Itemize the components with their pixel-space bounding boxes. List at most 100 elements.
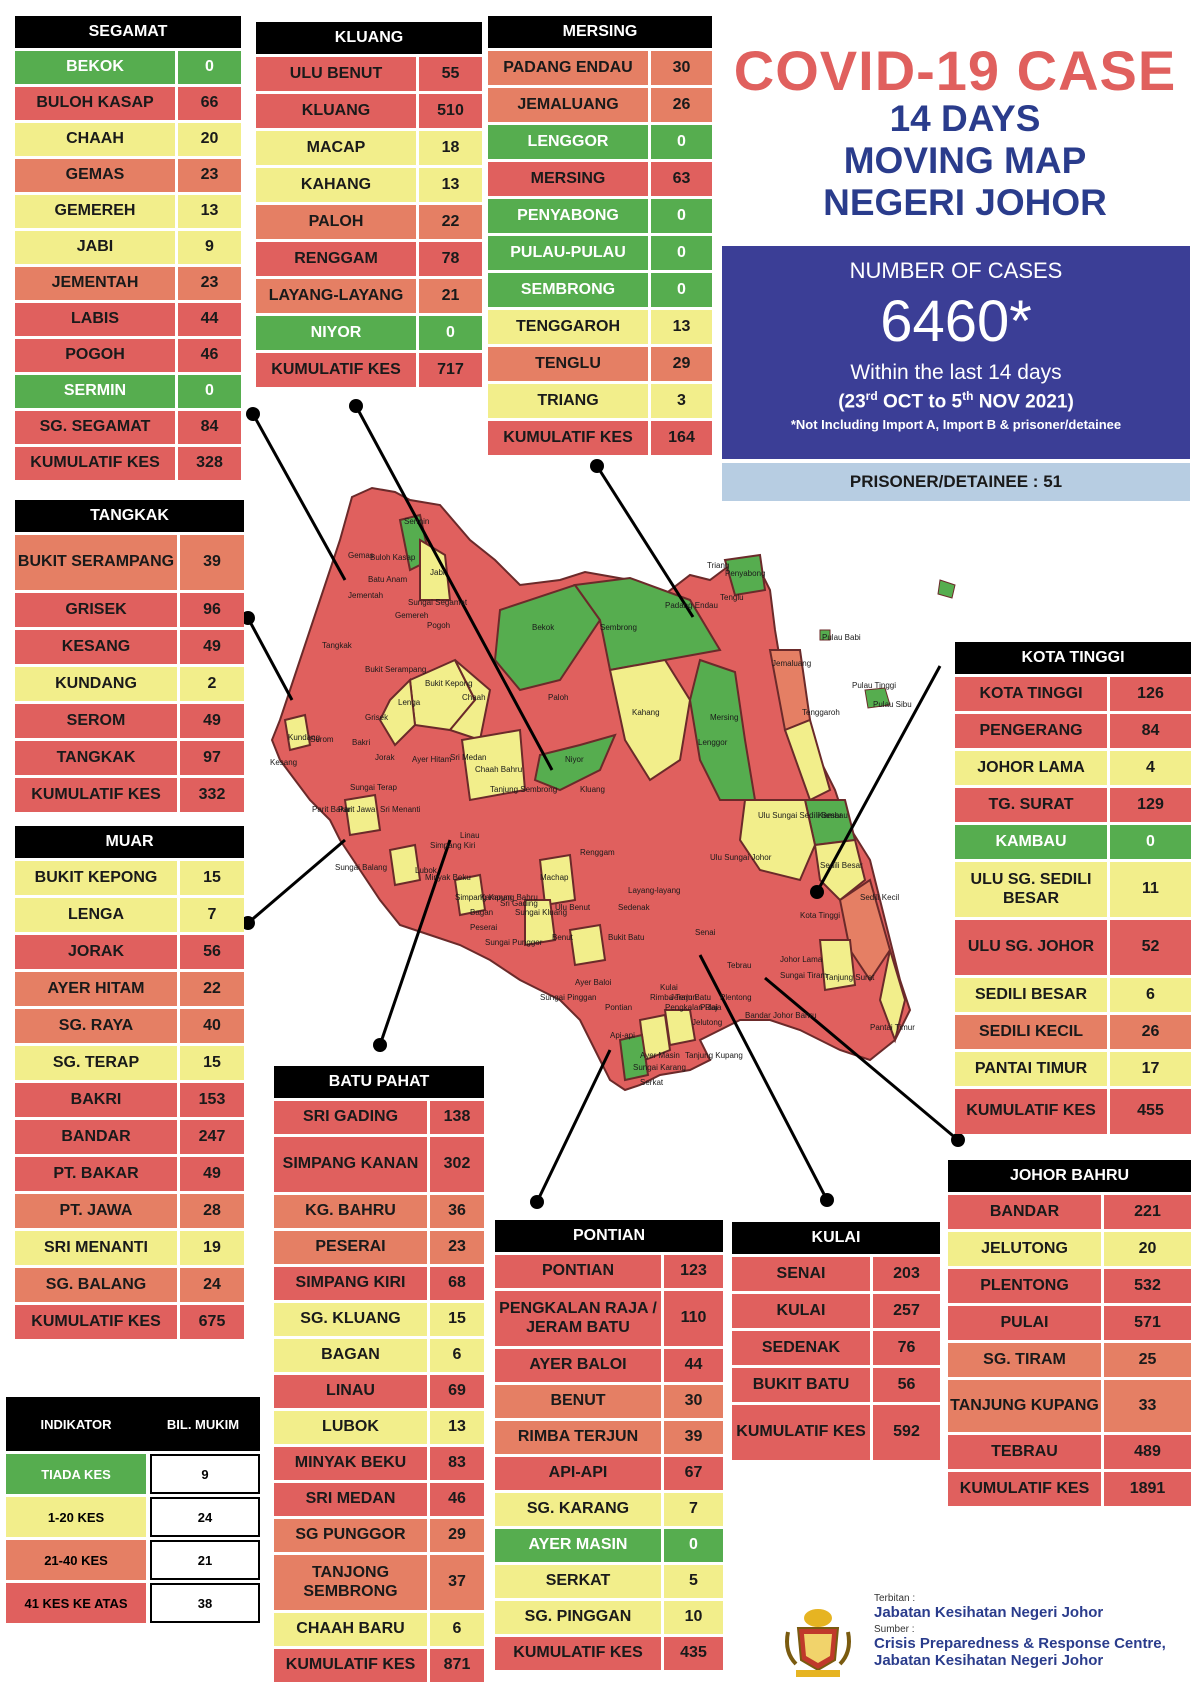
map-label-pogoh: Pogoh [427,621,450,630]
credits: Terbitan : Jabatan Kesihatan Negeri Joho… [874,1593,1200,1669]
mukim-name: PALOH [256,205,416,239]
case-count: 332 [180,778,244,812]
case-count: 0 [419,316,482,350]
table-title: JOHOR BAHRU [948,1160,1191,1192]
map-label-tanjung-sembrong: Tanjung Sembrong [490,785,557,794]
map-label-pulau-babi: Pulau Babi [822,633,861,642]
map-region-chaah [448,659,492,742]
map-label-tebrau: Tebrau [727,961,751,970]
mukim-name: KUMULATIF KES [488,421,648,455]
row-kumulatif-kes: KUMULATIF KES 871 [274,1649,484,1682]
row-kumulatif-kes: KUMULATIF KES 717 [256,353,482,387]
mukim-name: KAHANG [256,168,416,202]
case-count: 18 [419,131,482,165]
row-lenggor: LENGGOR 0 [488,125,712,159]
table-title: KOTA TINGGI [955,642,1191,674]
case-count: 9 [178,231,241,264]
mukim-name: PULAI [948,1306,1101,1340]
map-label-ulu-benut: Ulu Benut [555,903,591,912]
map-label-kota-tinggi: Kota Tinggi [800,911,840,920]
map-region-kahang [608,658,692,782]
table-pontian: PONTIAN PONTIAN 123 PENGKALAN RAJA / JERAM … [495,1220,723,1673]
map-region-sedili-besar [813,838,867,902]
row-rimba-terjun: RIMBA TERJUN 39 [495,1421,723,1454]
map-region-lenga [378,677,417,747]
case-count: 96 [180,593,244,627]
row-kulai: KULAI 257 [732,1294,940,1328]
case-count: 138 [430,1101,484,1134]
map-label-jabi: Jabi [430,568,445,577]
case-count: 5 [664,1565,723,1598]
mukim-name: ULU SG. SEDILI BESAR [955,862,1107,917]
mukim-name: BANDAR [948,1195,1101,1229]
mukim-name: SG. KARANG [495,1493,661,1526]
row-jorak: JORAK 56 [15,935,244,969]
legend-header-count: BIL. MUKIM [166,1416,240,1432]
mukim-name: BULOH KASAP [15,87,175,120]
map-label-ulu-sungai-johor: Ulu Sungai Johor [710,853,772,862]
row-ayer-hitam: AYER HITAM 22 [15,972,244,1006]
row-tenglu: TENGLU 29 [488,347,712,381]
mukim-name: KULAI [732,1294,870,1328]
case-count: 675 [180,1305,244,1339]
source-line-1: Crisis Preparedness & Response Centre, [874,1635,1166,1652]
table-title: MERSING [488,16,712,48]
row-sg-pinggan: SG. PINGGAN 10 [495,1601,723,1634]
case-count: 571 [1104,1306,1191,1340]
case-count: 40 [180,1009,244,1043]
mukim-name: KESANG [15,630,177,664]
mukim-name: TANGKAK [15,741,177,775]
row-minyak-beku: MINYAK BEKU 83 [274,1447,484,1480]
case-count: 76 [873,1331,940,1365]
case-count: 49 [180,704,244,738]
map-label-api-api: Api-api [610,1031,635,1040]
map-label-kahang: Kahang [632,708,660,717]
case-count: 26 [651,88,712,122]
mukim-name: LENGGOR [488,125,648,159]
map-label-niyor: Niyor [565,755,584,764]
mukim-name: API-API [495,1457,661,1490]
row-sg-punggor: SG PUNGGOR 29 [274,1519,484,1552]
case-count: 6 [430,1613,484,1646]
row-pt-jawa: PT. JAWA 28 [15,1194,244,1228]
case-count: 0 [651,199,712,233]
case-count: 84 [178,411,241,444]
mukim-name: POGOH [15,339,175,372]
mukim-name: PONTIAN [495,1255,661,1288]
case-count: 33 [1104,1380,1191,1432]
row-sg-terap: SG. TERAP 15 [15,1046,244,1080]
case-count: 37 [430,1555,484,1610]
row-kumulatif-kes: KUMULATIF KES 328 [15,447,241,480]
map-label-pulau-sibu: Pulau Sibu [873,700,912,709]
legend-header-indicator: INDIKATOR [40,1416,112,1432]
row-jementah: JEMENTAH 23 [15,267,241,300]
row-sg-karang: SG. KARANG 7 [495,1493,723,1526]
map-region-pantai-timur [878,949,907,1044]
table-tangkak: TANGKAK BUKIT SERAMPANG 39 GRISEK 96 KESANG 49… [15,500,244,815]
table-title: MUAR [15,826,244,858]
table-title: SEGAMAT [15,16,241,48]
mukim-name: LENGA [15,898,177,932]
mukim-name: PADANG ENDAU [488,51,648,85]
mukim-name: RENGGAM [256,242,416,276]
row-bukit-batu: BUKIT BATU 56 [732,1368,940,1402]
case-count: 435 [664,1637,723,1670]
row-kota-tinggi: KOTA TINGGI 126 [955,677,1191,711]
map-label-linau: Linau [460,831,480,840]
map-label-jorak: Jorak [375,753,396,762]
cases-date-range: (23rd OCT to 5th NOV 2021) [838,389,1074,413]
mukim-name: NIYOR [256,316,416,350]
row-pulau-pulau: PULAU-PULAU 0 [488,236,712,270]
case-count: 2 [180,667,244,701]
mukim-name: BANDAR [15,1120,177,1154]
row-tanjung-kupang: TANJUNG KUPANG 33 [948,1380,1191,1432]
row-labis: LABIS 44 [15,303,241,336]
row-pontian: PONTIAN 123 [495,1255,723,1288]
cases-period: Within the last 14 days [850,361,1062,384]
map-label-kulai: Kulai [660,983,678,992]
case-count: 22 [180,972,244,1006]
mukim-name: MACAP [256,131,416,165]
map-label-gemas: Gemas [348,551,374,560]
mukim-name: SRI MEDAN [274,1483,427,1516]
mukim-name: SG PUNGGOR [274,1519,427,1552]
